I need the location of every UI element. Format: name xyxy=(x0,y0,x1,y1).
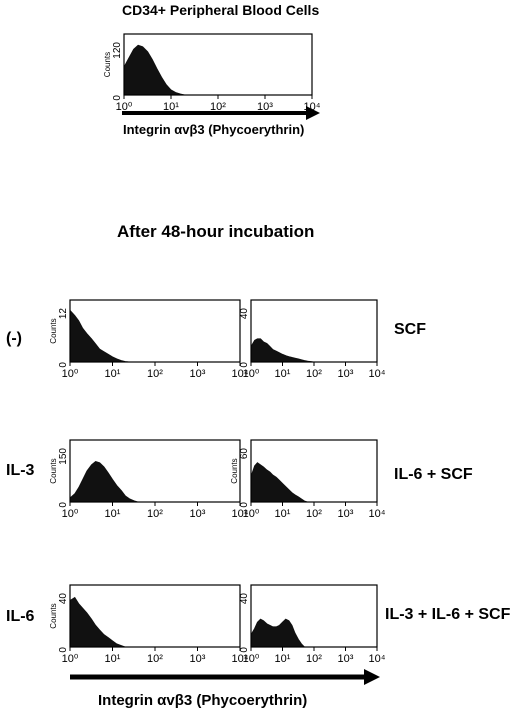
x-tick-label: 10³ xyxy=(338,508,354,520)
histogram-area xyxy=(250,462,308,503)
y-max-label: 40 xyxy=(239,593,250,605)
x-tick-label: 10¹ xyxy=(275,508,291,520)
histogram-panel-6: 10⁰ 10¹ 10² 10³ 10⁴ 40 0 xyxy=(239,584,386,665)
y-max-label: 150 xyxy=(58,448,69,465)
histogram-panel-3: 10⁰ 10¹ 10² 10³ 10⁴ 150 0 Counts xyxy=(49,439,249,520)
y-axis-label: Counts xyxy=(103,52,112,77)
x-tick-label: 10³ xyxy=(338,653,354,665)
histogram-panel-5: 10⁰ 10¹ 10² 10³ 10⁴ 40 0 Counts xyxy=(49,584,249,665)
x-tick-label: 10⁴ xyxy=(232,508,249,520)
y-axis-label: Counts xyxy=(49,603,58,628)
histogram-area xyxy=(69,596,126,648)
y-zero-label: 0 xyxy=(239,647,250,653)
y-zero-label: 0 xyxy=(58,502,69,508)
y-zero-label: 0 xyxy=(239,502,250,508)
x-tick-label: 10³ xyxy=(190,508,206,520)
histogram-area xyxy=(69,461,139,503)
x-tick-label: 10⁰ xyxy=(243,508,260,520)
x-tick-label: 10² xyxy=(306,653,322,665)
x-tick-label: 10¹ xyxy=(275,653,291,665)
histogram-panel-4: 10⁰ 10¹ 10² 10³ 10⁴ 60 0 Counts xyxy=(230,439,386,520)
top-panel-title: CD34+ Peripheral Blood Cells xyxy=(122,2,320,18)
x-tick-label: 10⁴ xyxy=(232,368,249,380)
histogram-area xyxy=(123,44,186,96)
x-tick-label: 10⁴ xyxy=(369,653,386,665)
x-tick-label: 10² xyxy=(306,508,322,520)
histogram-panel-1: 10⁰ 10¹ 10² 10³ 10⁴ 12 0 Counts xyxy=(49,299,249,380)
y-zero-label: 0 xyxy=(58,647,69,653)
condition-label: IL-6 xyxy=(6,608,35,625)
x-tick-label: 10² xyxy=(306,368,322,380)
x-tick-label: 10¹ xyxy=(163,101,179,113)
y-axis-label: Counts xyxy=(49,318,58,343)
top-x-axis-label: Integrin αvβ3 (Phycoerythrin) xyxy=(123,122,305,137)
x-tick-label: 10³ xyxy=(257,101,273,113)
x-tick-label: 10⁴ xyxy=(232,653,249,665)
condition-label: IL-3 + IL-6 + SCF xyxy=(385,606,511,623)
y-axis-label: Counts xyxy=(49,458,58,483)
condition-label: SCF xyxy=(394,321,426,338)
y-axis-label: Counts xyxy=(230,458,239,483)
histogram-area xyxy=(69,309,130,363)
histogram-area xyxy=(250,618,306,648)
x-tick-label: 10⁰ xyxy=(243,368,260,380)
condition-label: (-) xyxy=(6,330,22,347)
x-tick-label: 10² xyxy=(147,368,163,380)
x-tick-label: 10⁴ xyxy=(369,508,386,520)
x-tick-label: 10⁰ xyxy=(62,653,79,665)
x-tick-label: 10¹ xyxy=(105,653,121,665)
x-tick-label: 10¹ xyxy=(105,368,121,380)
x-tick-label: 10⁴ xyxy=(369,368,386,380)
y-max-label: 120 xyxy=(112,42,123,59)
condition-label: IL-6 + SCF xyxy=(394,466,473,483)
condition-label: IL-3 xyxy=(6,462,35,479)
y-max-label: 40 xyxy=(58,593,69,605)
x-tick-label: 10⁰ xyxy=(243,653,260,665)
histogram-panel-0: 10⁰ 10¹ 10² 10³ 10⁴ 120 0 Counts xyxy=(103,33,321,113)
incubation-section-title: After 48-hour incubation xyxy=(117,222,315,241)
x-tick-label: 10⁰ xyxy=(62,508,79,520)
y-zero-label: 0 xyxy=(112,95,123,101)
x-tick-label: 10² xyxy=(210,101,226,113)
y-max-label: 40 xyxy=(239,308,250,320)
x-tick-label: 10¹ xyxy=(105,508,121,520)
x-tick-label: 10³ xyxy=(190,368,206,380)
x-tick-label: 10¹ xyxy=(275,368,291,380)
x-tick-label: 10² xyxy=(147,508,163,520)
x-tick-label: 10² xyxy=(147,653,163,665)
x-tick-label: 10³ xyxy=(190,653,206,665)
x-tick-label: 10⁰ xyxy=(62,368,79,380)
histogram-area xyxy=(250,338,315,363)
x-tick-label: 10⁴ xyxy=(304,101,321,113)
x-tick-label: 10³ xyxy=(338,368,354,380)
bottom-x-axis-label: Integrin αvβ3 (Phycoerythrin) xyxy=(98,692,308,709)
x-tick-label: 10⁰ xyxy=(116,101,133,113)
histogram-panel-2: 10⁰ 10¹ 10² 10³ 10⁴ 40 0 xyxy=(239,299,386,380)
y-max-label: 12 xyxy=(58,308,69,320)
y-zero-label: 0 xyxy=(239,362,250,368)
y-max-label: 60 xyxy=(239,448,250,460)
y-zero-label: 0 xyxy=(58,362,69,368)
